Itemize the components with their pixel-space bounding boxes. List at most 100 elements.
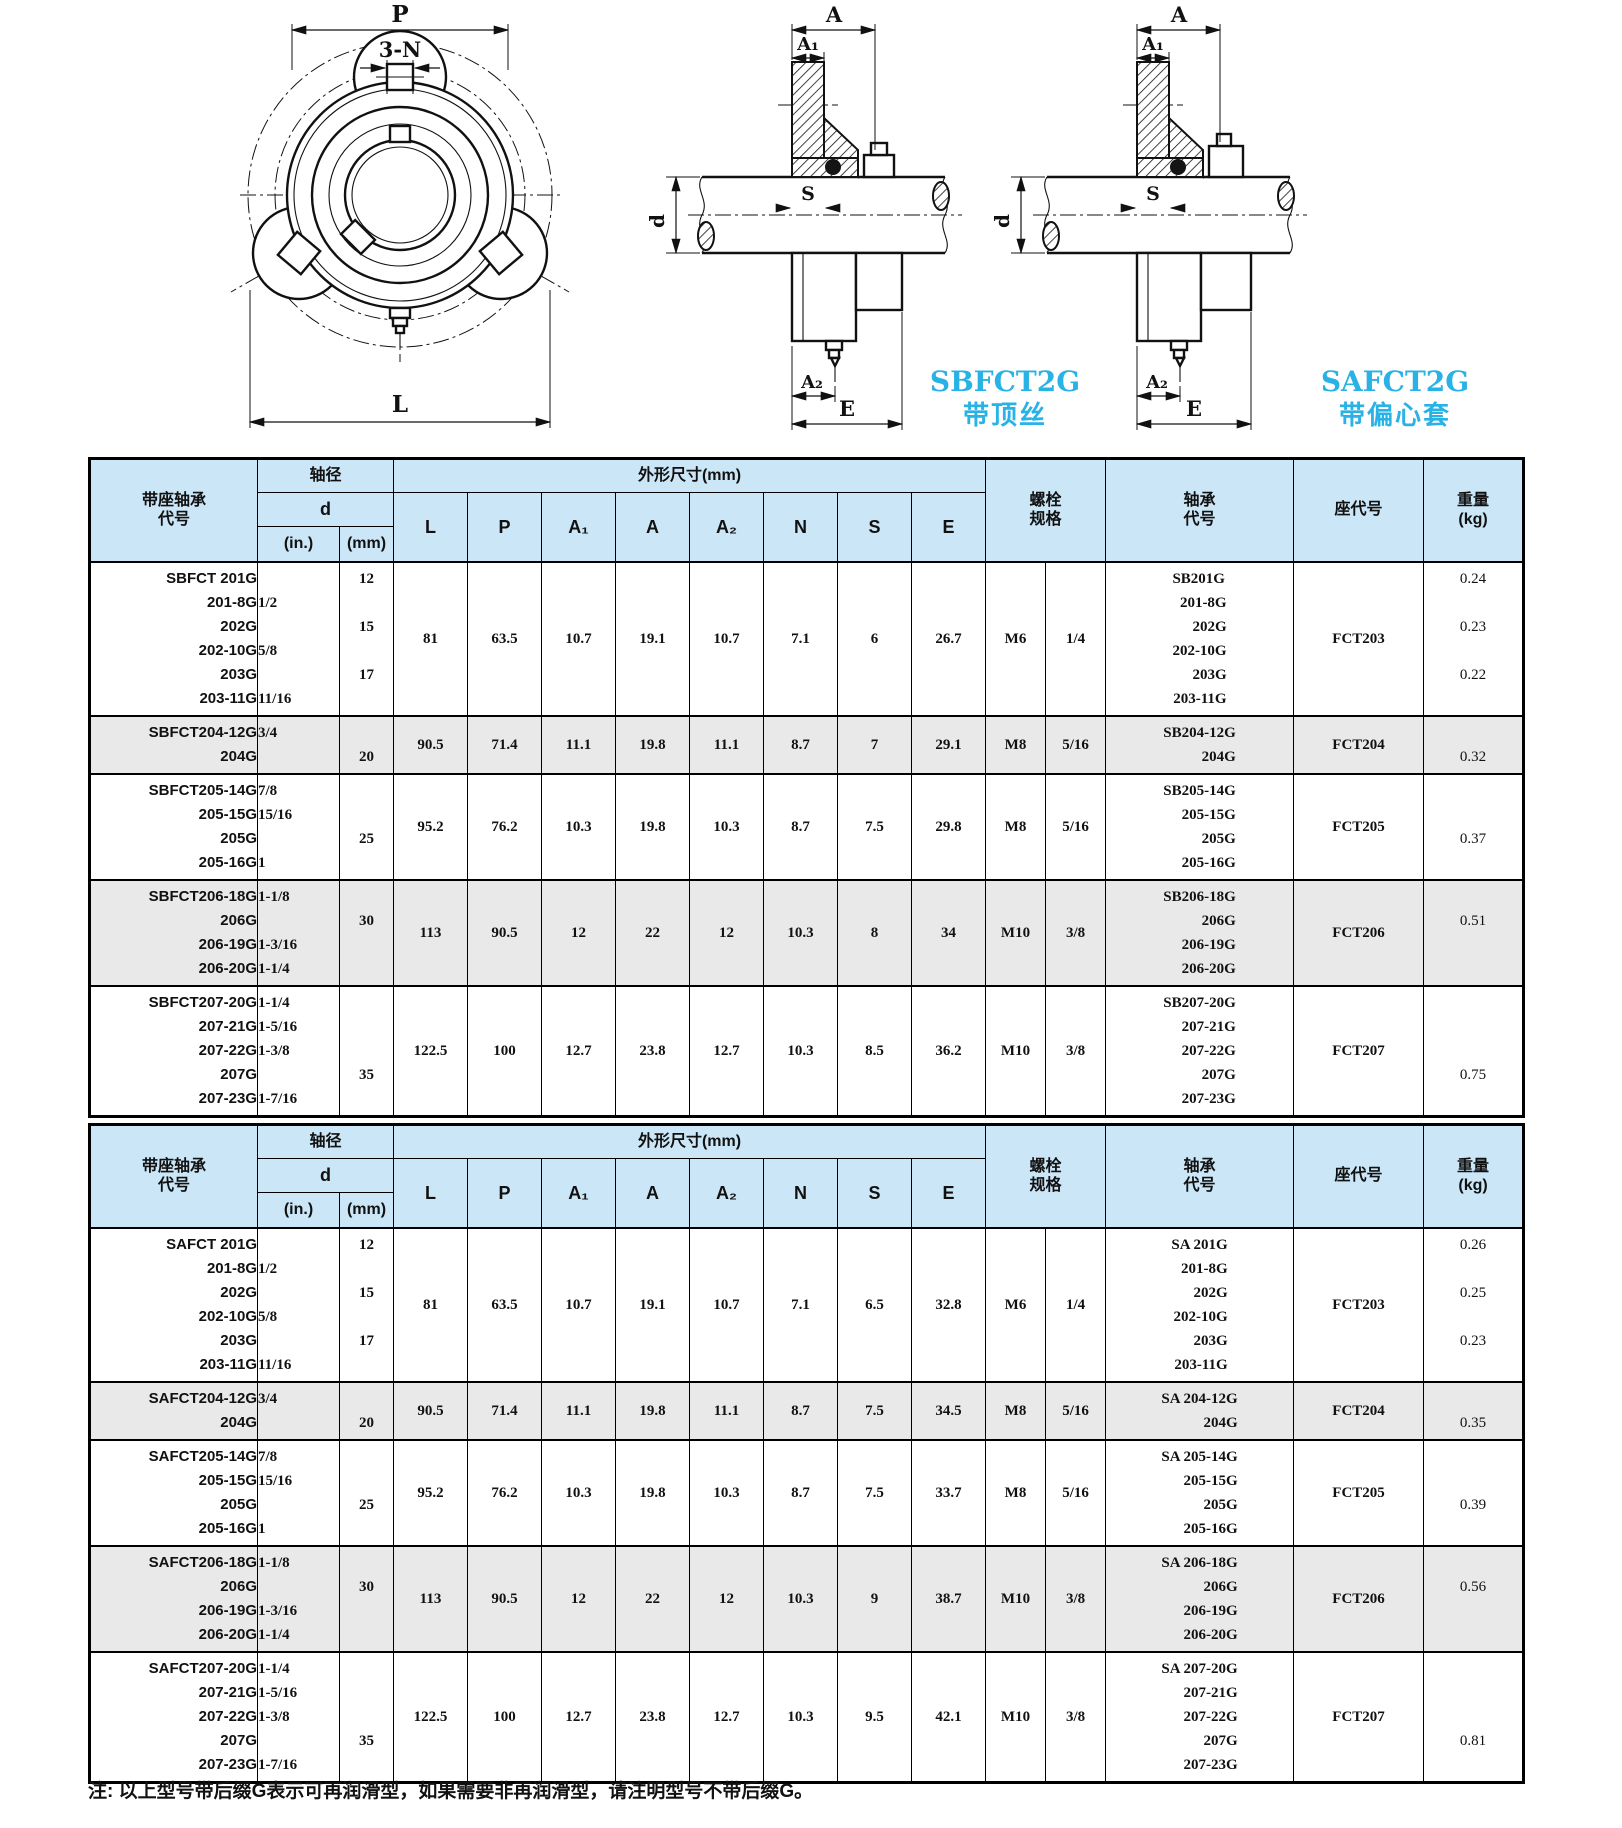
- header-weight: 重量 (kg): [1423, 1124, 1525, 1229]
- dim-cell: 122.5: [393, 985, 469, 1117]
- bearing-cell: SB207-20G 207-21G 207-22G 207G 207-23G: [1105, 985, 1295, 1117]
- spec-row: SAFCT206-18G 206G 206-19G 206-20G 1-1/8 1-3/1…: [89, 1545, 1525, 1653]
- dim-cell: 10.3: [763, 985, 839, 1117]
- header-code: 带座轴承 代号: [89, 458, 258, 563]
- dim-cell: 34.5: [911, 1381, 987, 1441]
- dim-cell: 10.3: [763, 1651, 839, 1783]
- dim-cell: 10.3: [541, 1439, 617, 1547]
- seat-cell: FCT203: [1293, 561, 1425, 717]
- mm-cell: 35: [338, 985, 395, 1117]
- header-bolt: 螺栓 规格: [985, 458, 1107, 563]
- seat-cell: FCT204: [1293, 1381, 1425, 1441]
- dim-label-s: S: [1146, 183, 1160, 205]
- mm-cell: 20: [338, 1381, 395, 1441]
- header-dim-l: L: [393, 1158, 469, 1229]
- dim-cell: 12: [541, 879, 617, 987]
- bearing-cell: SB206-18G 206G 206-19G 206-20G: [1105, 879, 1295, 987]
- dim-cell: 7.5: [837, 1381, 913, 1441]
- front-view-drawing: P 3-N L: [230, 1, 570, 428]
- header-code: 带座轴承 代号: [89, 1124, 258, 1229]
- dim-cell: 113: [393, 879, 469, 987]
- weight-cell: 0.26 0.25 0.23: [1423, 1227, 1525, 1383]
- dim-label-e: E: [1186, 396, 1202, 421]
- bearing-cell: SA 204-12G 204G: [1105, 1381, 1295, 1441]
- dim-label-d: d: [990, 214, 1014, 228]
- dim-cell: 10.3: [689, 773, 765, 881]
- dim-cell: 9.5: [837, 1651, 913, 1783]
- header-in: (in.): [257, 526, 340, 563]
- dim-cell: 12: [541, 1545, 617, 1653]
- inch-cell: 1-1/4 1-5/16 1-3/8 1-7/16: [257, 985, 340, 1117]
- code-cell: SAFCT205-14G 205-15G 205G 205-16G: [89, 1439, 258, 1547]
- bolt-cell: M6: [985, 561, 1047, 717]
- header-mm: (mm): [338, 1192, 395, 1229]
- weight-cell: 0.37: [1423, 773, 1525, 881]
- caption-title: SAFCT2G: [1320, 365, 1470, 398]
- dim-cell: 63.5: [467, 561, 543, 717]
- mm-cell: 30: [338, 1545, 395, 1653]
- header-seat: 座代号: [1293, 1124, 1425, 1229]
- bolt-cell: 5/16: [1045, 715, 1107, 775]
- dim-cell: 90.5: [393, 715, 469, 775]
- header-dim-a2: A₂: [689, 1158, 765, 1229]
- caption-sbfct2g: SBFCT2G 带顶丝: [900, 364, 1110, 432]
- dim-cell: 19.8: [615, 1381, 691, 1441]
- dim-cell: 10.3: [689, 1439, 765, 1547]
- spec-row: SAFCT204-12G 204G 3/4 20 90.5 71.4 11.1 19.8 11.…: [89, 1381, 1525, 1441]
- dim-cell: 10.3: [763, 879, 839, 987]
- code-cell: SBFCT206-18G 206G 206-19G 206-20G: [89, 879, 258, 987]
- mm-cell: 25: [338, 773, 395, 881]
- dim-cell: 12.7: [689, 985, 765, 1117]
- header-dim-a: A: [615, 492, 691, 563]
- mm-cell: 12 15 17: [338, 561, 395, 717]
- code-cell: SBFCT205-14G 205-15G 205G 205-16G: [89, 773, 258, 881]
- weight-cell: 0.35: [1423, 1381, 1525, 1441]
- header-dim-p: P: [467, 1158, 543, 1229]
- dim-cell: 9: [837, 1545, 913, 1653]
- header-in: (in.): [257, 1192, 340, 1229]
- bolt-cell: M8: [985, 715, 1047, 775]
- weight-cell: 0.56: [1423, 1545, 1525, 1653]
- bolt-cell: M10: [985, 879, 1047, 987]
- spec-row: SBFCT207-20G 207-21G 207-22G 207G 207-23G 1-1…: [89, 985, 1525, 1117]
- header-dim-s: S: [837, 492, 913, 563]
- dim-label-s: S: [801, 183, 815, 205]
- dim-label-a: A: [1170, 2, 1188, 27]
- code-cell: SAFCT207-20G 207-21G 207-22G 207G 207-23G: [89, 1651, 258, 1783]
- bolt-cell: 3/8: [1045, 1545, 1107, 1653]
- inch-cell: 1-1/8 1-3/16 1-1/4: [257, 1545, 340, 1653]
- bolt-cell: 5/16: [1045, 1439, 1107, 1547]
- dim-cell: 32.8: [911, 1227, 987, 1383]
- header-dim-a1: A₁: [541, 492, 617, 563]
- dim-cell: 76.2: [467, 773, 543, 881]
- dim-cell: 8: [837, 879, 913, 987]
- header-bolt: 螺栓 规格: [985, 1124, 1107, 1229]
- dim-label-a1: A₁: [796, 34, 819, 55]
- header-dim-a: A: [615, 1158, 691, 1229]
- caption-safct2g: SAFCT2G 带偏心套: [1282, 364, 1508, 432]
- header-dim-p: P: [467, 492, 543, 563]
- dim-cell: 8.7: [763, 1381, 839, 1441]
- dim-cell: 12: [689, 879, 765, 987]
- bolt-cell: 5/16: [1045, 773, 1107, 881]
- dim-cell: 12.7: [689, 1651, 765, 1783]
- footnote: 注: 以上型号带后缀G表示可再润滑型，如果需要非再润滑型，请注明型号不带后缀G。: [88, 1781, 814, 1802]
- header-shaft: 轴径: [256, 1124, 395, 1159]
- header-dim-a1: A₁: [541, 1158, 617, 1229]
- header-dim-e: E: [911, 492, 987, 563]
- dim-cell: 33.7: [911, 1439, 987, 1547]
- header-shaft: 轴径: [256, 458, 395, 493]
- dim-cell: 10.7: [541, 561, 617, 717]
- header-dims-group: 外形尺寸(mm): [393, 458, 987, 493]
- dim-label-3n: 3-N: [379, 37, 422, 62]
- inch-cell: 7/8 15/16 1: [257, 773, 340, 881]
- inch-cell: 1-1/4 1-5/16 1-3/8 1-7/16: [257, 1651, 340, 1783]
- dim-cell: 95.2: [393, 1439, 469, 1547]
- spec-row: SAFCT205-14G 205-15G 205G 205-16G 7/8 15/16 1 2…: [89, 1439, 1525, 1547]
- dim-cell: 10.7: [541, 1227, 617, 1383]
- dim-cell: 29.8: [911, 773, 987, 881]
- dim-cell: 63.5: [467, 1227, 543, 1383]
- dim-cell: 7.1: [763, 1227, 839, 1383]
- dim-cell: 8.5: [837, 985, 913, 1117]
